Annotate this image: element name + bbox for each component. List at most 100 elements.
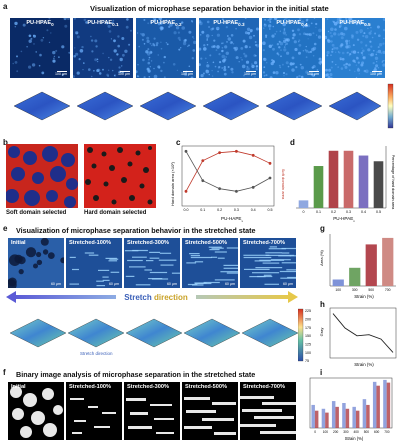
- panel-f-label: f: [3, 368, 6, 377]
- x-tick-label: 0.4: [251, 208, 256, 212]
- data-point: [201, 159, 205, 163]
- binary-image-300: Stretched-300%: [124, 382, 180, 440]
- arrow-head-left: [6, 291, 16, 303]
- micrograph-hpae-0.3: PU-HPAE0.3 100 μm: [199, 18, 259, 78]
- bar: [383, 379, 387, 428]
- micrograph-texture: [73, 18, 132, 78]
- panel-b-label: b: [3, 138, 8, 147]
- panel-e-colorbar: 225 200 175 150 125 100 75: [298, 308, 311, 363]
- x-tick-label: 300: [343, 430, 349, 434]
- stretched-texture: [8, 238, 64, 288]
- surface-0.2: [139, 91, 197, 121]
- panel-g-ylabel: Area (%): [319, 249, 324, 265]
- bar: [332, 279, 344, 286]
- x-tick-label: 0: [314, 430, 316, 434]
- scale-label: 60 μm: [166, 282, 177, 286]
- micrograph-label: PU-HPAE0.2: [150, 20, 182, 28]
- data-point: [218, 187, 221, 191]
- stretch-label: Stretch direction: [80, 351, 113, 356]
- stretched-surface-700: [241, 318, 299, 348]
- panel-g-label: g: [320, 224, 325, 233]
- hard-domain-image: [84, 144, 156, 208]
- scale-label: 60 μm: [224, 282, 235, 286]
- scale-label: 100 μm: [54, 72, 67, 76]
- stretched-image-initial: Initial 60 μm: [8, 238, 64, 288]
- scale-bar: [246, 71, 256, 72]
- soft-domain-caption: Soft domain selected: [6, 210, 67, 216]
- bar: [321, 408, 326, 428]
- binary-texture: [10, 386, 63, 438]
- colorbar-tick-label: 150: [305, 334, 311, 338]
- x-tick-label: 400: [353, 430, 359, 434]
- data-point: [201, 179, 205, 183]
- x-tick-label: 0.3: [346, 210, 351, 214]
- micrograph-label: PU-HPAE0.3: [213, 20, 245, 28]
- surface-0.1: [76, 91, 134, 121]
- micrograph-label: PU-HPAE0: [26, 20, 54, 28]
- arrow-label-bg: [116, 290, 196, 304]
- stretched-image-300: Stretched-300% 60 μm: [124, 238, 180, 288]
- bar: [298, 200, 309, 208]
- stretched-texture: [243, 246, 296, 285]
- stretched-texture: [124, 249, 180, 286]
- panel-i-chart: Strain (%) 0 100 200 300 400 500 600 700: [309, 377, 393, 441]
- stretched-label: Initial: [11, 240, 26, 246]
- stretched-surface-initial: [9, 318, 67, 348]
- x-tick-label: 300: [352, 288, 358, 292]
- panel-d-xlabel: PU-HPAEx: [333, 216, 355, 222]
- bar: [362, 399, 367, 428]
- micrograph-texture: [262, 18, 322, 78]
- x-tick-label: 700: [385, 288, 391, 292]
- micrograph-hpae-0.5: PU-HPAE0.5 100 μm: [325, 18, 385, 78]
- plot-frame: [329, 307, 397, 359]
- panel-c-ylabel-right: Soft domain area: [281, 169, 286, 200]
- bar: [314, 410, 319, 428]
- panel-c-label: c: [176, 138, 181, 147]
- panel-a-label: a: [3, 2, 8, 11]
- surface-0.4: [265, 91, 323, 121]
- stretched-label: Stretched-100%: [69, 240, 111, 246]
- bar: [373, 161, 384, 208]
- micrograph-label: PU-HPAE0.5: [339, 20, 371, 28]
- binary-image-100: Stretched-100%: [66, 382, 122, 440]
- binary-label: Stretched-700%: [243, 384, 285, 390]
- scale-bar: [57, 71, 67, 72]
- x-tick-label: 100: [335, 288, 341, 292]
- panel-e-title: Visualization of microphase separation b…: [16, 226, 256, 235]
- colorbar-tick-label: 125: [305, 343, 311, 347]
- stretched-texture: [186, 246, 238, 286]
- bar: [366, 404, 370, 428]
- soft-domain-texture: [5, 144, 78, 208]
- scale-label: 100 μm: [180, 72, 193, 76]
- micrograph-label: PU-HPAE0.4: [276, 20, 308, 28]
- x-tick-label: 0.4: [361, 210, 366, 214]
- plot-frame: [181, 145, 275, 207]
- colorbar-tick-label: 175: [305, 326, 311, 330]
- colorbar-tick-label: 100: [305, 351, 311, 355]
- series-line: [332, 313, 394, 353]
- scale-bar: [183, 71, 193, 72]
- series-line-0: [185, 150, 271, 192]
- bar: [311, 404, 315, 428]
- scale-label: 100 μm: [369, 72, 382, 76]
- bar: [355, 410, 360, 428]
- binary-texture: [126, 398, 174, 434]
- panel-h-label: h: [320, 300, 325, 309]
- bar: [352, 406, 356, 428]
- micrograph-texture: [325, 18, 385, 78]
- stretched-label: Stretched-500%: [185, 240, 227, 246]
- bar: [328, 150, 339, 208]
- x-tick-label: 700: [384, 430, 390, 434]
- scale-label: 100 μm: [117, 72, 130, 76]
- binary-label: Stretched-500%: [185, 384, 227, 390]
- panel-a-title: Visualization of microphase separation b…: [90, 4, 329, 13]
- data-point: [251, 153, 255, 157]
- surface-0.5: [328, 91, 382, 121]
- x-tick-label: 0.5: [376, 210, 381, 214]
- scale-bar: [120, 71, 130, 72]
- plot-frame: [309, 377, 393, 429]
- binary-image-initial: Initial: [8, 382, 64, 440]
- x-tick-label: 200: [333, 430, 339, 434]
- data-point: [268, 161, 272, 165]
- x-tick-label: 0.1: [316, 210, 321, 214]
